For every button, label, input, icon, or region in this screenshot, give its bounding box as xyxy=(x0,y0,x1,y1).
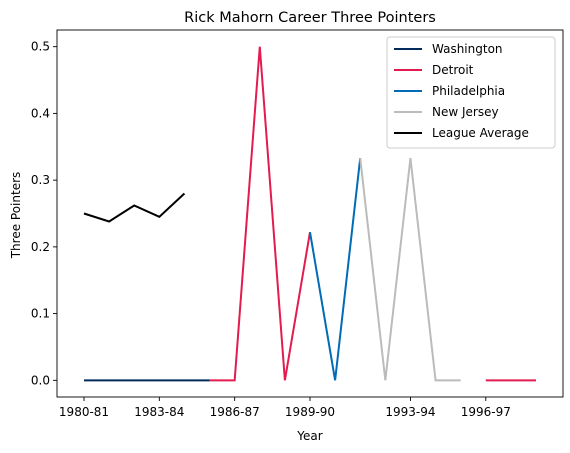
series-line-philadelphia xyxy=(309,158,362,381)
y-tick-label: 0.2 xyxy=(31,240,50,254)
chart-title: Rick Mahorn Career Three Pointers xyxy=(184,10,436,26)
y-tick-label: 0.4 xyxy=(31,106,50,120)
x-axis-label: Year xyxy=(296,429,322,443)
x-tick-label: 1986-87 xyxy=(210,405,260,419)
y-tick-label: 0.0 xyxy=(31,373,50,387)
x-tick-label: 1989-90 xyxy=(285,405,335,419)
legend: Washington Detroit Philadelphia New Jersey L… xyxy=(386,36,556,149)
x-tick-label: 1996-97 xyxy=(461,405,511,419)
x-tick-label: 1983-84 xyxy=(134,405,184,419)
legend-label-philadelphia: Philadelphia xyxy=(432,84,505,98)
y-tick-label: 0.1 xyxy=(31,307,50,321)
legend-label-washington: Washington xyxy=(432,42,503,56)
series-line-new-jersey xyxy=(359,158,461,382)
plot-frame xyxy=(56,29,564,398)
x-tick-label: 1980-81 xyxy=(59,405,109,419)
axis-ticks: 0.0 0.1 0.2 0.3 0.4 0.5 1980-81 1983-84 1986-87 1… xyxy=(31,40,511,419)
y-tick-label: 0.5 xyxy=(31,40,50,54)
y-axis-label: Three Pointers xyxy=(9,172,23,260)
legend-label-league-average: League Average xyxy=(432,126,529,140)
series-line-detroit xyxy=(209,46,311,382)
legend-box xyxy=(386,36,556,149)
y-tick-label: 0.3 xyxy=(31,173,50,187)
x-tick-label: 1993-94 xyxy=(385,405,435,419)
legend-label-detroit: Detroit xyxy=(432,63,474,77)
legend-label-new-jersey: New Jersey xyxy=(432,105,499,119)
series-lines xyxy=(83,46,536,382)
series-line-league-average xyxy=(83,192,186,223)
